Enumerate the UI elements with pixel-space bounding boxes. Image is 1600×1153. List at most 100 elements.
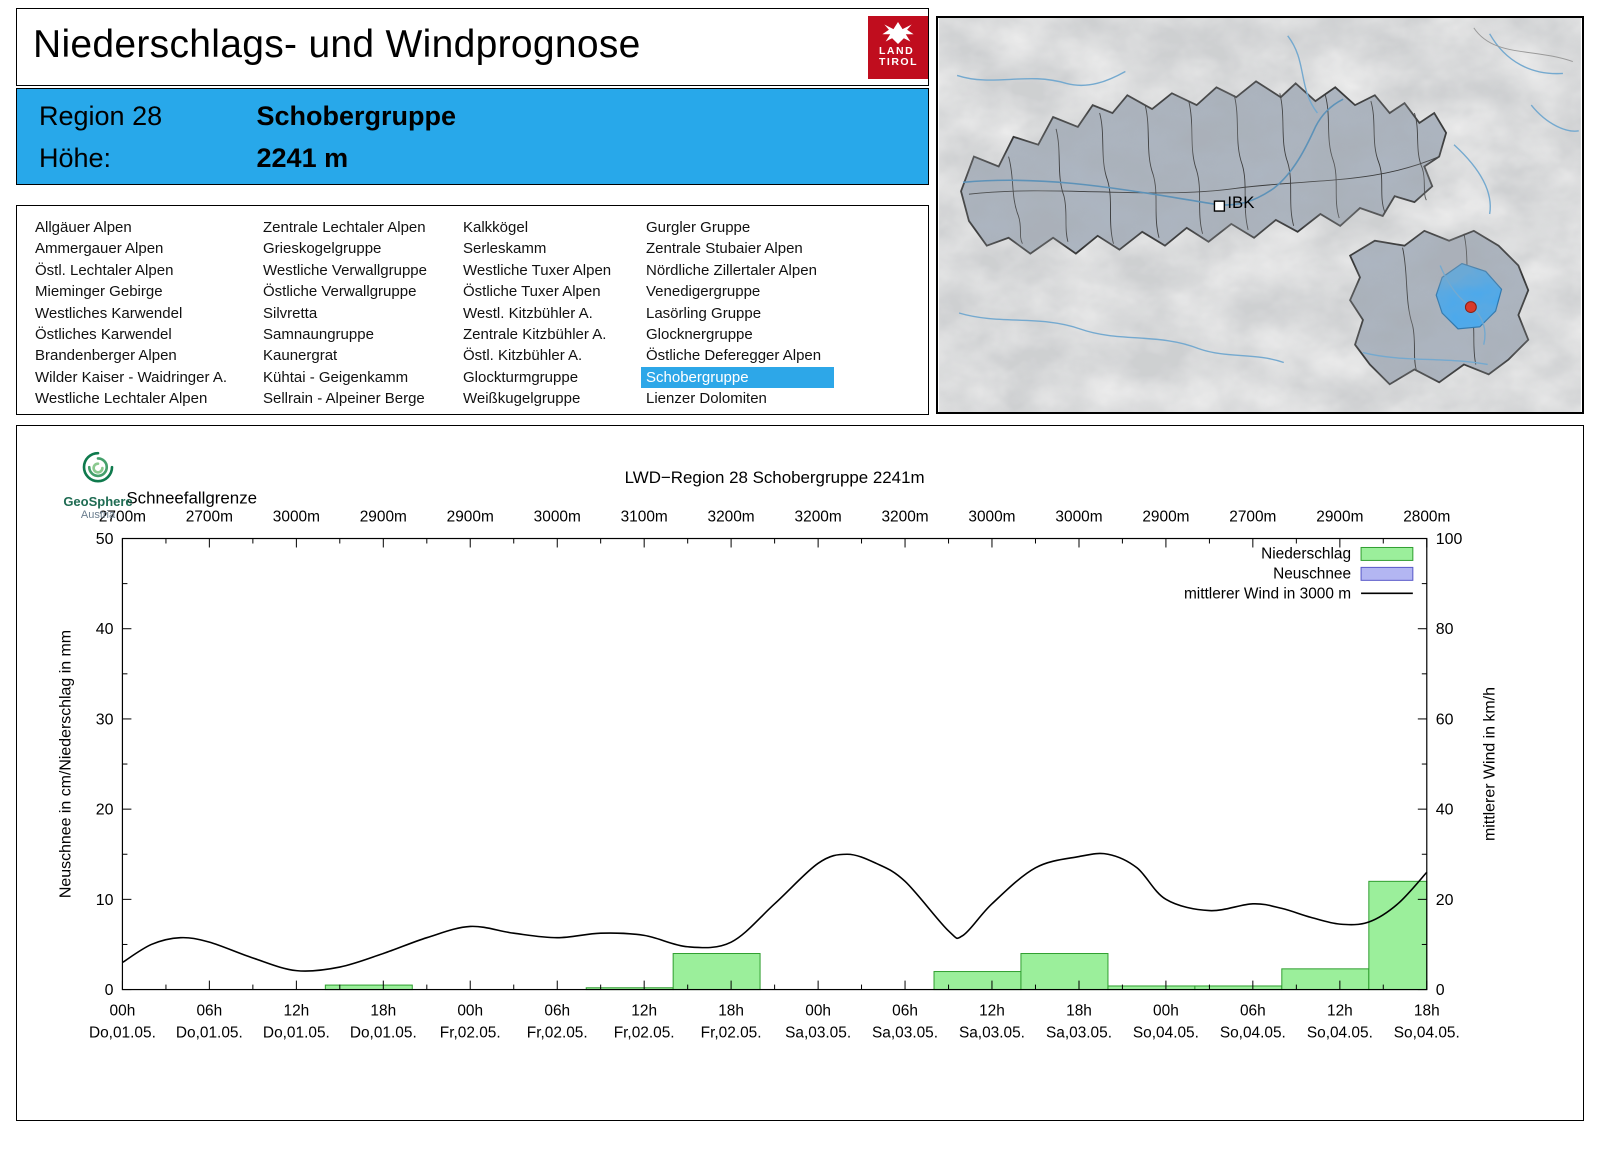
map-country-border — [1473, 27, 1573, 63]
x-tick-time: 18h — [370, 1002, 396, 1019]
snowline-value: 2900m — [360, 509, 407, 526]
x-tick-time: 18h — [1414, 1002, 1440, 1019]
precip-bar — [1281, 968, 1370, 991]
region-list-item[interactable]: Gurgler Gruppe — [646, 219, 751, 236]
region-list-item-selected[interactable]: Schobergruppe — [641, 366, 834, 389]
ibk-marker — [1213, 200, 1226, 212]
region-list-item[interactable]: Östl. Lechtaler Alpen — [35, 261, 174, 279]
snowline-value: 3100m — [621, 509, 668, 526]
legend-swatch — [1360, 566, 1414, 581]
region-list-item[interactable]: Silvretta — [263, 304, 318, 322]
x-tick-date: Do,01.05. — [263, 1024, 330, 1041]
region-list-item[interactable]: Zentrale Stubaier Alpen — [646, 240, 803, 258]
snowline-value: 2700m — [99, 509, 146, 526]
region-list-item[interactable]: Zentrale Lechtaler Alpen — [263, 219, 426, 236]
region-list-item[interactable]: Östliches Karwendel — [35, 325, 172, 343]
x-tick-time: 06h — [892, 1002, 918, 1019]
region-list-item[interactable]: Kühtai - Geigenkamm — [263, 368, 409, 386]
region-row: Region 28 Schobergruppe — [39, 101, 456, 132]
y-right-axis-title: mittlerer Wind in km/h — [1481, 687, 1498, 841]
region-list-item[interactable]: Östliche Tuxer Alpen — [463, 283, 601, 301]
region-list-item[interactable]: Westliches Karwendel — [35, 304, 183, 322]
legend-label: Neuschnee — [1273, 565, 1351, 582]
x-tick-time: 00h — [805, 1002, 831, 1019]
x-tick-date: Fr,02.05. — [527, 1024, 588, 1041]
snowline-value: 2800m — [1403, 509, 1450, 526]
y-right-label: 100 — [1436, 531, 1463, 548]
snowline-value: 3000m — [1055, 509, 1102, 526]
map-canvas[interactable]: IBK — [938, 18, 1582, 412]
legend-label: Niederschlag — [1261, 545, 1351, 562]
altitude-value: 2241 m — [256, 143, 349, 173]
snowline-value: 2700m — [1229, 509, 1276, 526]
x-tick-time: 00h — [1153, 1002, 1179, 1019]
region-list-column: Gurgler Gruppe Zentrale Stubaier Alpen Nör… — [641, 217, 834, 410]
region-list-item[interactable]: Lienzer Dolomiten — [646, 390, 767, 408]
region-list-item[interactable]: Ammergauer Alpen — [35, 240, 164, 258]
region-list-item[interactable]: Östliche Verwallgruppe — [263, 283, 417, 301]
region-list-column: Kalkkögel Serleskamm Westliche Tuxer Alpen… — [463, 217, 611, 410]
map-rivers — [956, 33, 1579, 366]
y-left-label: 40 — [96, 621, 114, 638]
x-tick-date: So,04.05. — [1133, 1024, 1199, 1041]
altitude-label: Höhe: — [39, 143, 112, 173]
x-tick-time: 12h — [631, 1002, 657, 1019]
tirol-eagle-icon — [882, 21, 914, 45]
region-list-item[interactable]: Weißkugelgruppe — [463, 390, 581, 408]
region-list-item[interactable]: Venedigergruppe — [646, 283, 761, 301]
region-list-item[interactable]: Nördliche Zillertaler Alpen — [646, 261, 817, 279]
x-tick-time: 18h — [718, 1002, 744, 1019]
y-left-label: 10 — [96, 892, 114, 909]
land-label: LAND — [879, 45, 915, 57]
x-tick-date: Do,01.05. — [176, 1024, 243, 1041]
region-list-item[interactable]: Westliche Lechtaler Alpen — [35, 390, 208, 408]
y-left-label: 30 — [96, 711, 114, 728]
tirol-label: TIROL — [879, 56, 918, 68]
snowline-label: Schneefallgrenze — [126, 489, 257, 508]
region-list: Allgäuer Alpen Ammergauer Alpen Östl. Lech… — [16, 205, 929, 415]
region-list-item[interactable]: Glockturmgruppe — [463, 368, 579, 386]
region-list-item[interactable]: Glocknergruppe — [646, 325, 753, 343]
snowline-value: 3200m — [708, 509, 755, 526]
region-number-label: Region 28 — [39, 101, 163, 131]
region-list-item[interactable]: Kaunergrat — [263, 347, 338, 365]
region-list-item[interactable]: Serleskamm — [463, 240, 547, 258]
x-tick-date: Fr,02.05. — [440, 1024, 501, 1041]
region-list-item[interactable]: Östl. Kitzbühler A. — [463, 347, 583, 365]
x-tick-time: 06h — [1240, 1002, 1266, 1019]
snowline-value: 2900m — [1142, 509, 1189, 526]
region-list-item[interactable]: Östliche Deferegger Alpen — [646, 347, 822, 365]
region-list-item[interactable]: Brandenberger Alpen — [35, 347, 177, 365]
region-list-item[interactable]: Westliche Tuxer Alpen — [463, 261, 612, 279]
region-list-item[interactable]: Allgäuer Alpen — [35, 219, 132, 236]
tirol-overview-map[interactable]: IBK — [936, 16, 1584, 414]
precip-bar — [933, 971, 1022, 991]
x-tick-time: 12h — [1327, 1002, 1353, 1019]
region-list-item[interactable]: Mieminger Gebirge — [35, 283, 163, 301]
region-list-item[interactable]: Kalkkögel — [463, 219, 529, 236]
region-list-item[interactable]: Westl. Kitzbühler A. — [463, 304, 593, 322]
x-tick-date: Sa,03.05. — [1046, 1024, 1112, 1041]
region-list-item[interactable]: Grieskogelgruppe — [263, 240, 382, 258]
region-list-item[interactable]: Samnaungruppe — [263, 325, 374, 343]
map-river-inn — [962, 98, 1344, 206]
x-tick-date: So,04.05. — [1220, 1024, 1286, 1041]
legend-label: mittlerer Wind in 3000 m — [1184, 585, 1351, 602]
title-block: Niederschlags- und Windprognose LAND TIR… — [16, 8, 929, 86]
x-tick-time: 00h — [457, 1002, 483, 1019]
region-list-item[interactable]: Lasörling Gruppe — [646, 304, 762, 322]
y-right-label: 60 — [1436, 711, 1454, 728]
region-list-item[interactable]: Zentrale Kitzbühler A. — [463, 325, 607, 343]
region-list-item[interactable]: Wilder Kaiser - Waidringer A. — [35, 368, 227, 386]
y-left-axis-title: Neuschnee in cm/Niederschlag in mm — [58, 630, 75, 898]
region-list-item[interactable]: Westliche Verwallgruppe — [263, 261, 427, 279]
terrain-texture — [939, 18, 1581, 412]
region-list-column: Allgäuer Alpen Ammergauer Alpen Östl. Lech… — [35, 217, 227, 410]
wind-line — [122, 852, 1428, 972]
region-list-item[interactable]: Sellrain - Alpeiner Berge — [263, 390, 425, 408]
x-tick-time: 00h — [110, 1002, 136, 1019]
region-name-value: Schobergruppe — [256, 101, 457, 131]
x-tick-date: Sa,03.05. — [785, 1024, 851, 1041]
precip-bar — [672, 953, 761, 991]
ibk-label: IBK — [1227, 193, 1255, 212]
